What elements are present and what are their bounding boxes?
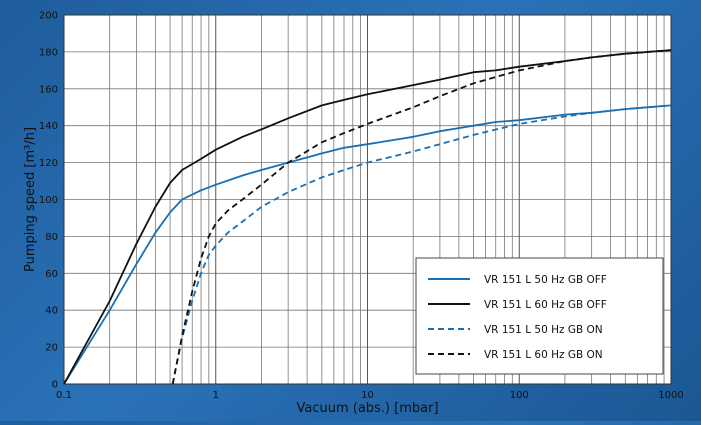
y-tick-label: 0 <box>52 380 58 391</box>
y-tick-label: 40 <box>45 306 58 317</box>
x-tick-label: 0.1 <box>56 390 72 401</box>
x-axis-label: Vacuum (abs.) [mbar] <box>296 401 438 416</box>
y-tick-label: 100 <box>39 195 58 206</box>
x-tick-label: 10 <box>361 390 374 401</box>
series-line-4 <box>171 49 672 385</box>
series-line-2 <box>63 49 672 385</box>
legend-label-3: VR 151 L 50 Hz GB ON <box>484 324 603 336</box>
y-tick-label: 120 <box>39 158 58 169</box>
y-tick-label: 80 <box>45 232 58 243</box>
legend-box <box>415 257 664 375</box>
y-tick-label: 140 <box>39 121 58 132</box>
legend-label-4: VR 151 L 60 Hz GB ON <box>484 349 603 361</box>
y-tick-label: 200 <box>39 11 58 22</box>
x-tick-label: 1 <box>213 390 219 401</box>
y-tick-label: 160 <box>39 84 58 95</box>
plot-frame <box>63 14 672 385</box>
series-line-3 <box>171 104 672 385</box>
x-tick-label: 1000 <box>658 390 683 401</box>
series-line-1 <box>63 104 672 385</box>
legend-label-2: VR 151 L 60 Hz GB OFF <box>484 299 607 311</box>
legend-label-1: VR 151 L 50 Hz GB OFF <box>484 274 607 286</box>
x-tick-label: 100 <box>510 390 529 401</box>
y-tick-label: 180 <box>39 47 58 58</box>
y-axis-label: Pumping speed [m³/h] <box>23 127 38 272</box>
y-tick-label: 20 <box>45 343 58 354</box>
y-tick-label: 60 <box>45 269 58 280</box>
